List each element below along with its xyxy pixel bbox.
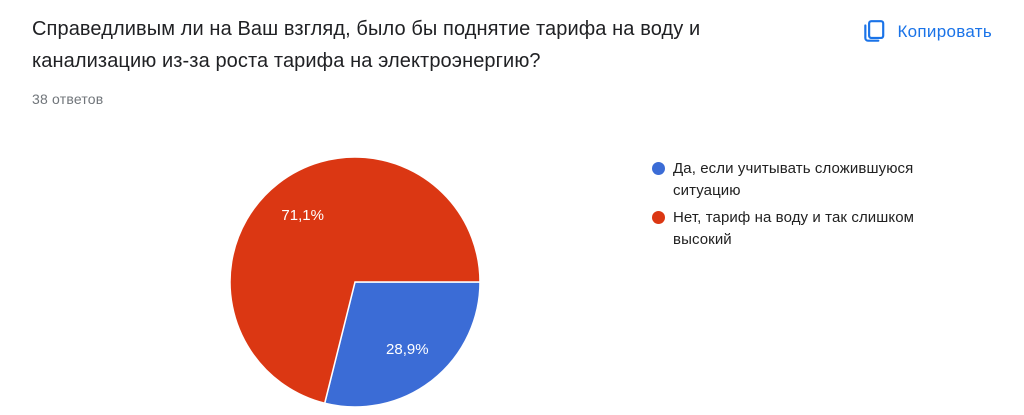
pie-slice-label: 28,9% xyxy=(386,341,429,358)
pie-slice-1[interactable] xyxy=(229,156,481,405)
pie-slice-0[interactable] xyxy=(323,281,481,408)
pie-slice-label: 71,1% xyxy=(281,207,324,224)
question-title: Справедливым ли на Ваш взгляд, было бы п… xyxy=(32,13,700,77)
question-title-line: Справедливым ли на Ваш взгляд, было бы п… xyxy=(32,18,701,40)
responses-count: 38 ответов xyxy=(32,91,104,107)
copy-icon xyxy=(864,20,885,42)
legend-dot-red xyxy=(652,211,665,224)
legend-dot-blue xyxy=(652,162,665,175)
copy-button[interactable]: Копировать xyxy=(861,19,992,45)
copy-button-label: Копировать xyxy=(897,22,992,41)
legend-item: Нет, тариф на воду и так слишком высокий xyxy=(652,207,914,251)
legend-item: Да, если учитывать сложившуюся ситуацию xyxy=(652,158,914,202)
chart-legend: Да, если учитывать сложившуюся ситуацию … xyxy=(652,158,914,251)
legend-label: Да, если учитывать сложившуюся ситуацию xyxy=(673,160,914,199)
pie-chart[interactable]: 28,9% 71,1% xyxy=(229,156,481,408)
question-title-line: канализацию из-за роста тарифа на электр… xyxy=(32,50,541,72)
legend-label: Нет, тариф на воду и так слишком высокий xyxy=(673,209,915,248)
